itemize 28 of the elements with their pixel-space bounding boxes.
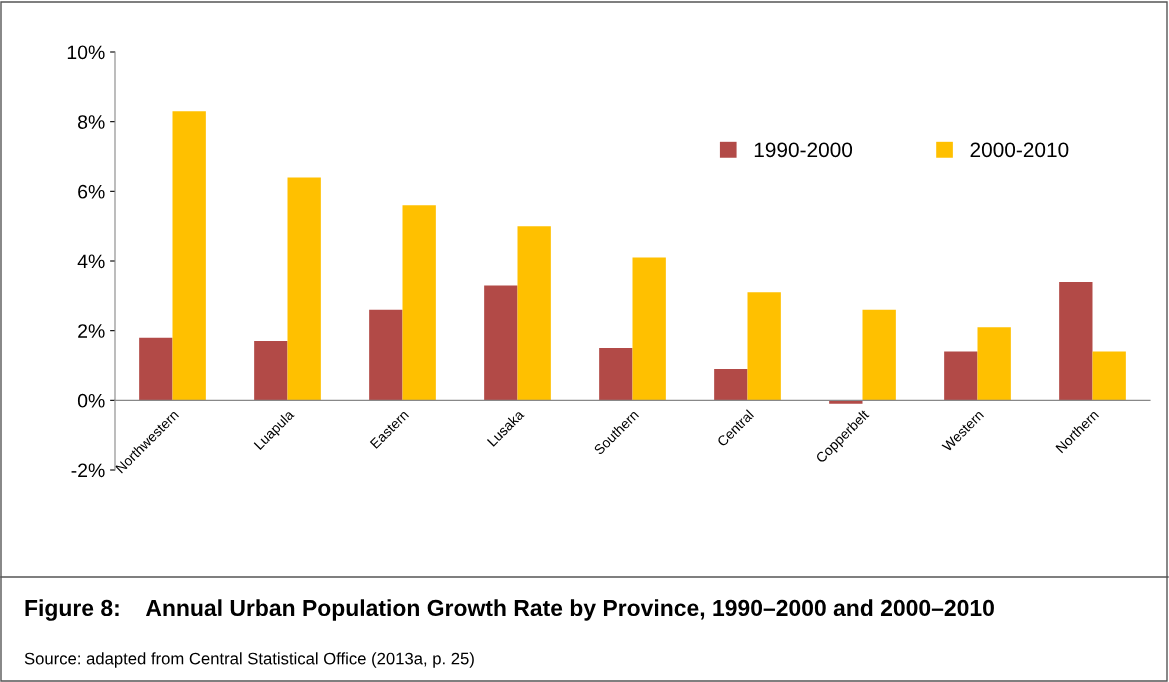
legend-label: 2000-2010: [970, 142, 1069, 158]
bar: [402, 205, 436, 401]
bar: [172, 111, 206, 401]
bar: [632, 257, 666, 401]
text: Figure 8: Annual Urban Population Growth Rate by Province, 1990–2000 and 2000–2010: [25, 599, 994, 621]
y-tick-label: 10%: [67, 45, 105, 60]
bar: [977, 327, 1011, 401]
bar: [484, 285, 518, 401]
bar: [1059, 281, 1093, 401]
bar: [254, 341, 288, 401]
bar: [139, 337, 173, 401]
y-tick-label: -2%: [71, 463, 105, 478]
legend-label: 1990-2000: [754, 142, 853, 158]
bar: [517, 226, 551, 401]
bar: [862, 309, 896, 401]
y-tick-label: 0%: [77, 393, 105, 408]
y-tick-label: 6%: [78, 184, 105, 199]
y-tick-label: 2%: [78, 324, 105, 338]
y-tick-label: 8%: [78, 115, 105, 129]
bar: [369, 309, 403, 401]
bar: [287, 177, 321, 401]
bar: [599, 348, 633, 401]
bar: [1092, 351, 1126, 401]
source-note: Source: adapted from Central Statistical Office (2013a, p. 25): [24, 652, 474, 668]
bar: [714, 368, 748, 401]
bar: [944, 351, 978, 401]
bar: [747, 292, 781, 401]
y-tick-label: 4%: [77, 254, 105, 269]
